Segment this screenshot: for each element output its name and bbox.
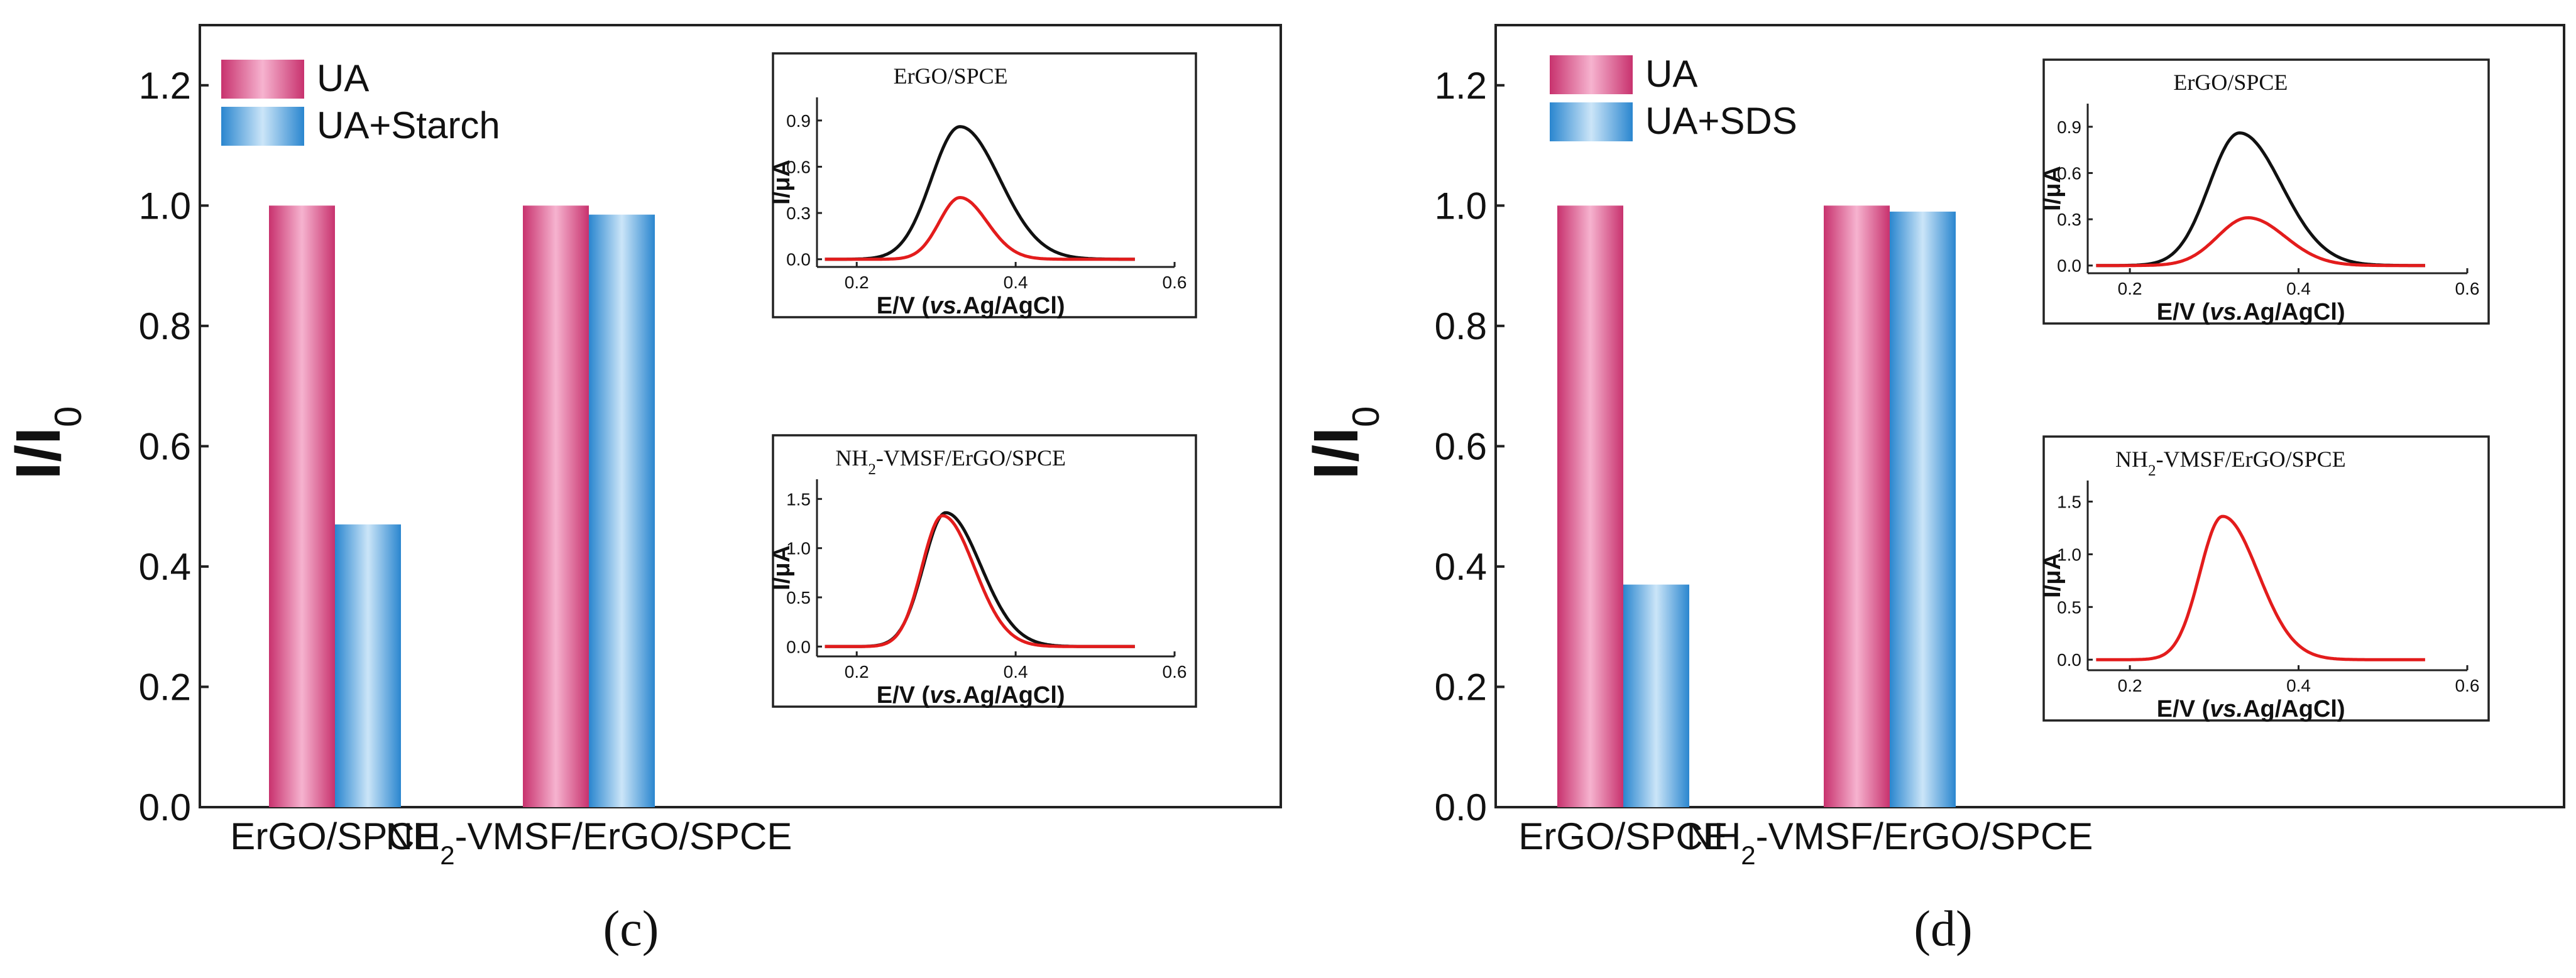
inset-y-label: I/μA [2039,166,2066,211]
inset-y-tick-label: 1.5 [2057,492,2081,512]
y-tick-label: 0.4 [1435,546,1487,588]
legend-label: UA [1645,53,1697,95]
category-label: ErGO/SPCE [1518,815,1728,857]
bar-ua-2 [523,205,589,807]
inset-y-tick-label: 0.0 [786,250,811,269]
inset-y-tick-label: 0.0 [2057,256,2081,276]
legend-swatch [1550,102,1633,141]
legend-swatch [1550,55,1633,94]
inset-title: ErGO/SPCE [894,63,1008,89]
bar-ua-starch-2 [589,214,655,807]
inset-y-tick-label: 0.9 [2057,117,2081,137]
inset-y-label: I/μA [769,160,795,205]
inset-y-label: I/μA [769,545,795,590]
y-tick-label: 1.0 [139,185,191,227]
y-tick-label: 1.0 [1435,185,1487,227]
inset-frame [2042,58,2490,325]
inset-y-tick-label: 0.3 [786,204,811,223]
inset-x-tick-label: 0.2 [2118,279,2142,298]
y-tick-label: 0.2 [139,666,191,708]
inset-frame [772,52,1197,318]
inset-x-label: E/V (vs.Ag/AgCl) [2157,696,2345,722]
y-axis-label: I/I0 [3,406,89,480]
bar-ua-sds-1 [1623,584,1689,807]
legend-label: UA+SDS [1645,100,1797,142]
bar-ua-sds-2 [1890,211,1956,807]
y-tick-label: 0.4 [139,546,191,588]
inset-x-tick-label: 0.2 [845,662,869,682]
curve-red [2096,216,2425,268]
y-axis-label: I/I0 [1301,406,1387,480]
plot-frame [1494,24,2565,808]
legend-label: UA [317,57,369,99]
y-tick-label: 0.6 [1435,425,1487,467]
inset-frame [2042,435,2490,722]
inset-x-tick-label: 0.4 [1004,273,1028,292]
category-label: NH2-VMSF/ErGO/SPCE [386,815,792,870]
inset-ergo: ErGO/SPCE 0.2 0.4 0.6 0.0 0.3 0.6 0.9 E/V (vs.Ag… [769,52,1197,319]
panel-c: 0.00.20.40.60.81.01.2I/I0ErGO/SPCENH2-VM… [3,24,1282,957]
category-label: NH2-VMSF/ErGO/SPCE [1687,815,2093,870]
inset-x-tick-label: 0.6 [1163,662,1187,682]
legend-label: UA+Starch [317,104,500,146]
inset-nh2-vmsf: NH2-VMSF/ErGO/SPCE 0.2 0.4 0.6 0.0 0.5 1.0 1.5 E… [2039,435,2490,722]
panel-label: (c) [603,901,659,957]
inset-y-tick-label: 1.0 [2057,545,2081,564]
inset-y-tick-label: 0.0 [2057,650,2081,670]
legend-swatch [221,60,304,99]
plot-frame [199,24,1282,808]
y-tick-label: 0.2 [1435,666,1487,708]
inset-y-tick-label: 1.5 [786,489,811,509]
inset-x-tick-label: 0.4 [2286,676,2311,695]
inset-y-tick-label: 1.0 [786,539,811,558]
bar-ua-starch-1 [335,524,401,807]
inset-nh2-vmsf: NH2-VMSF/ErGO/SPCE 0.2 0.4 0.6 0.0 0.5 1.0 1.5 E… [769,434,1197,709]
y-tick-label: 0.8 [1435,305,1487,347]
inset-title: ErGO/SPCE [2173,70,2288,95]
y-tick-label: 0.0 [1435,786,1487,829]
inset-x-tick-label: 0.4 [2286,279,2311,298]
inset-y-tick-label: 0.6 [786,157,811,177]
curve-red [825,195,1135,261]
inset-y-label: I/μA [2039,553,2066,598]
y-tick-label: 0.0 [139,786,191,829]
inset-x-label: E/V (vs.Ag/AgCl) [2157,299,2345,325]
bar-ua-1 [1557,205,1623,807]
inset-x-tick-label: 0.6 [2455,279,2480,298]
inset-y-tick-label: 0.3 [2057,210,2081,229]
inset-x-label: E/V (vs.Ag/AgCl) [877,293,1065,319]
category-label: ErGO/SPCE [230,815,439,857]
inset-x-tick-label: 0.6 [2455,676,2480,695]
inset-title: NH2-VMSF/ErGO/SPCE [835,445,1066,478]
inset-x-label: E/V (vs.Ag/AgCl) [877,682,1065,709]
panel-label: (d) [1914,901,1972,957]
inset-x-tick-label: 0.6 [1163,273,1187,292]
y-tick-label: 1.2 [139,65,191,107]
inset-x-tick-label: 0.2 [845,273,869,292]
inset-y-tick-label: 0.9 [786,111,811,131]
inset-x-tick-label: 0.2 [2118,676,2142,695]
y-tick-label: 0.8 [139,305,191,347]
curve-red [2096,514,2425,661]
inset-title: NH2-VMSF/ErGO/SPCE [2115,447,2346,479]
legend-swatch [221,107,304,146]
inset-y-tick-label: 0.6 [2057,163,2081,183]
inset-y-tick-label: 0.5 [786,588,811,607]
bar-ua-2 [1824,205,1890,807]
y-tick-label: 1.2 [1435,65,1487,107]
panel-d: 0.00.20.40.60.81.01.2I/I0ErGO/SPCENH2-VM… [1301,24,2565,957]
inset-y-tick-label: 0.0 [786,637,811,656]
inset-ergo: ErGO/SPCE 0.2 0.4 0.6 0.0 0.3 0.6 0.9 E/V (vs.Ag… [2039,58,2490,325]
bar-ua-1 [269,205,335,807]
curve-red [825,514,1135,648]
y-tick-label: 0.6 [139,425,191,467]
inset-x-tick-label: 0.4 [1004,662,1028,682]
inset-y-tick-label: 0.5 [2057,597,2081,617]
